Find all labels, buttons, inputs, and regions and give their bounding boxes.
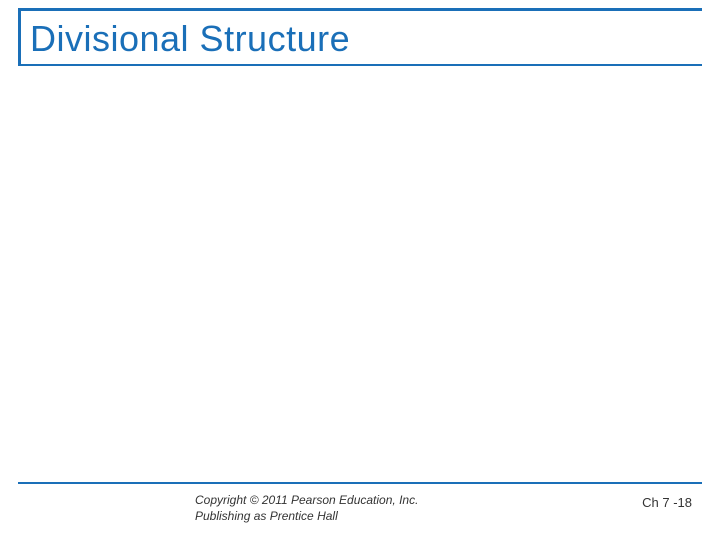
page-number: Ch 7 -18: [642, 495, 692, 510]
title-underline: [18, 64, 702, 66]
copyright-line1: Copyright © 2011 Pearson Education, Inc.: [195, 493, 418, 507]
slide: Divisional Structure Copyright © 2011 Pe…: [0, 0, 720, 540]
slide-title: Divisional Structure: [30, 18, 350, 60]
copyright-line2: Publishing as Prentice Hall: [195, 509, 338, 523]
bottom-rule: [18, 482, 702, 484]
title-stem: [18, 8, 21, 66]
top-rule: [18, 8, 702, 11]
copyright: Copyright © 2011 Pearson Education, Inc.…: [195, 492, 418, 524]
